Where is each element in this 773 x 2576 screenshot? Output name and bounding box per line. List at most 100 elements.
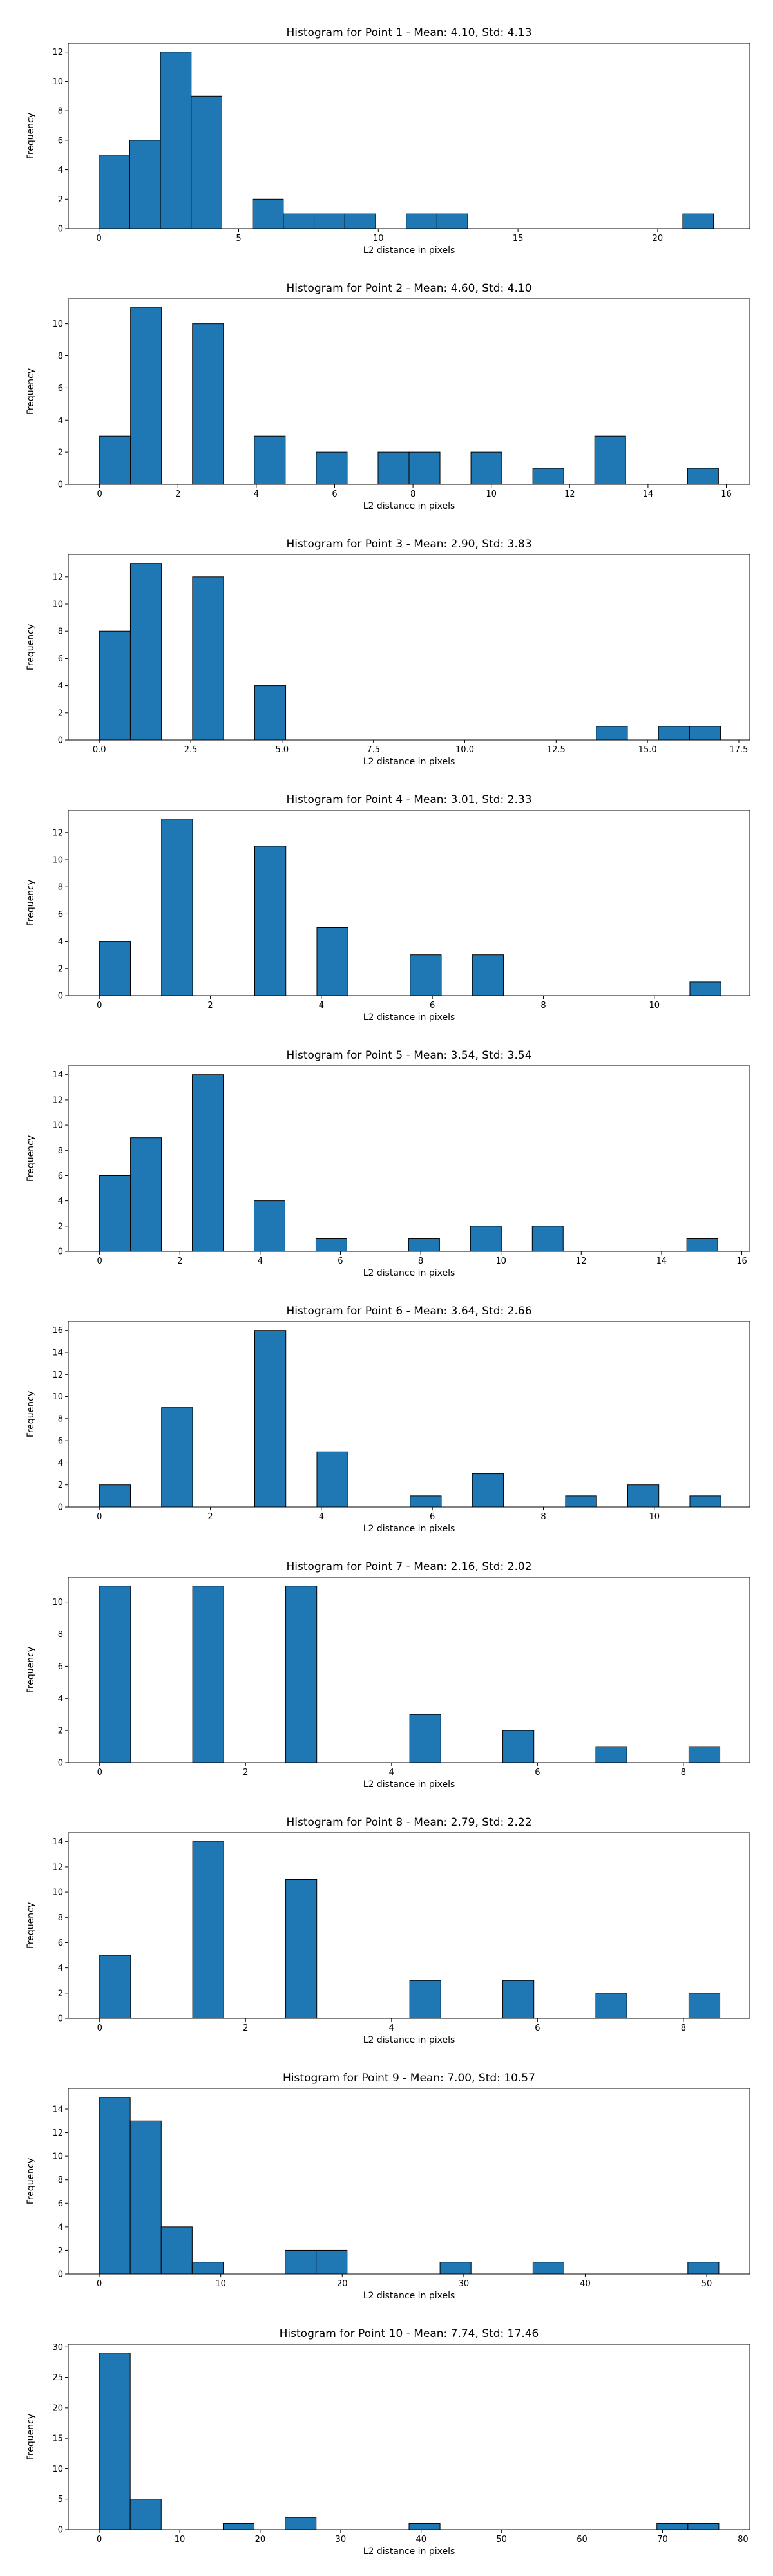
histogram-bar xyxy=(409,1714,441,1763)
histogram-6: Histogram for Point 6 - Mean: 3.64, Std:… xyxy=(26,1305,750,1534)
histogram-bar xyxy=(129,563,162,741)
x-tick-label: 0 xyxy=(97,489,102,499)
histogram-bar xyxy=(99,2353,131,2530)
y-tick-label: 16 xyxy=(52,1326,63,1336)
x-tick-label: 15 xyxy=(513,234,524,243)
y-tick-label: 2 xyxy=(58,964,63,974)
y-tick-label: 8 xyxy=(58,883,63,893)
histogram-5: Histogram for Point 5 - Mean: 3.54, Std:… xyxy=(26,1049,750,1278)
histogram-bar xyxy=(192,576,224,741)
y-tick-label: 2 xyxy=(58,708,63,718)
histogram-bar xyxy=(252,198,284,229)
histogram-bar xyxy=(627,1484,660,1508)
histogram-bar xyxy=(316,2249,348,2275)
histogram-bar xyxy=(595,1993,627,2019)
histogram-bar xyxy=(129,2120,162,2275)
x-tick-label: 10 xyxy=(175,2535,186,2544)
x-tick-label: 14 xyxy=(643,489,654,499)
y-tick-label: 2 xyxy=(58,1481,63,1490)
histogram-bar xyxy=(191,2262,224,2275)
chart-title: Histogram for Point 8 - Mean: 2.79, Std:… xyxy=(286,1816,531,1829)
x-tick-label: 2.5 xyxy=(184,745,198,755)
y-tick-label: 10 xyxy=(52,319,63,329)
chart-title: Histogram for Point 5 - Mean: 3.54, Std:… xyxy=(286,1049,531,1062)
x-tick-label: 60 xyxy=(577,2535,587,2544)
histogram-bar xyxy=(409,1980,441,2019)
y-tick-label: 6 xyxy=(58,136,63,146)
y-tick-label: 0 xyxy=(58,736,63,746)
y-tick-label: 12 xyxy=(52,48,63,57)
x-tick-label: 12 xyxy=(564,489,575,499)
x-tick-label: 0.0 xyxy=(93,745,106,755)
histogram-bar xyxy=(595,1746,627,1763)
y-tick-label: 12 xyxy=(52,573,63,582)
x-tick-label: 10 xyxy=(373,234,384,243)
x-tick-label: 10 xyxy=(486,489,497,499)
histogram-bar xyxy=(316,451,348,485)
x-tick-label: 50 xyxy=(701,2279,712,2289)
y-tick-label: 2 xyxy=(58,1727,63,1736)
y-tick-label: 14 xyxy=(52,1349,63,1358)
y-tick-label: 4 xyxy=(58,2222,63,2232)
histogram-bar xyxy=(689,1495,721,1508)
x-tick-label: 0 xyxy=(97,2023,102,2033)
y-tick-label: 12 xyxy=(52,1095,63,1105)
x-axis-label: L2 distance in pixels xyxy=(363,2546,455,2557)
histogram-bar xyxy=(192,1074,224,1252)
x-tick-label: 16 xyxy=(736,1256,747,1266)
x-tick-label: 4 xyxy=(258,1256,263,1266)
x-tick-label: 20 xyxy=(255,2535,266,2544)
x-tick-label: 0 xyxy=(97,1256,102,1266)
x-tick-label: 40 xyxy=(415,2535,426,2544)
x-tick-label: 4 xyxy=(319,1512,324,1522)
y-axis-label: Frequency xyxy=(26,1391,36,1437)
x-tick-label: 17.5 xyxy=(730,745,749,755)
x-tick-label: 14 xyxy=(656,1256,667,1266)
histogram-bar xyxy=(687,2262,720,2275)
y-tick-label: 4 xyxy=(58,1964,63,1973)
histogram-bar xyxy=(314,213,345,229)
x-tick-label: 16 xyxy=(721,489,732,499)
histogram-bar xyxy=(531,1226,564,1252)
x-tick-label: 10.0 xyxy=(455,745,474,755)
x-tick-label: 12.5 xyxy=(547,745,566,755)
x-axis-label: L2 distance in pixels xyxy=(363,501,455,511)
x-tick-label: 8 xyxy=(410,489,415,499)
histogram-bar xyxy=(656,2523,689,2530)
x-axis-label: L2 distance in pixels xyxy=(363,1524,455,1534)
y-tick-label: 0 xyxy=(58,1503,63,1513)
y-tick-label: 4 xyxy=(58,937,63,947)
histogram-bar xyxy=(130,307,162,485)
histogram-bar xyxy=(689,726,721,741)
histogram-bar xyxy=(565,1495,597,1508)
histogram-bar xyxy=(408,451,441,485)
x-tick-label: 12 xyxy=(576,1256,587,1266)
chart-title: Histogram for Point 9 - Mean: 7.00, Std:… xyxy=(283,2072,535,2085)
histogram-bar xyxy=(502,1980,535,2019)
x-tick-label: 7.5 xyxy=(367,745,380,755)
y-tick-label: 0 xyxy=(58,2014,63,2024)
axes-frame xyxy=(68,810,750,996)
y-tick-label: 2 xyxy=(58,2246,63,2256)
histogram-bar xyxy=(532,468,564,485)
y-tick-label: 10 xyxy=(52,1598,63,1607)
y-axis-label: Frequency xyxy=(26,880,36,926)
x-tick-label: 2 xyxy=(207,1001,213,1010)
y-tick-label: 6 xyxy=(58,1662,63,1672)
y-tick-label: 4 xyxy=(58,166,63,175)
histogram-bar xyxy=(687,468,719,485)
histogram-8: Histogram for Point 8 - Mean: 2.79, Std:… xyxy=(26,1816,750,2045)
histogram-bar xyxy=(130,1137,162,1252)
axes-frame xyxy=(68,554,750,741)
x-tick-label: 6 xyxy=(535,2023,540,2033)
x-tick-label: 40 xyxy=(580,2279,591,2289)
y-tick-label: 2 xyxy=(58,195,63,205)
y-tick-label: 4 xyxy=(58,1197,63,1206)
y-tick-label: 6 xyxy=(58,1938,63,1948)
histogram-bar xyxy=(160,52,192,229)
histogram-bar xyxy=(254,1330,287,1508)
x-tick-label: 0 xyxy=(97,1768,102,1777)
x-axis-label: L2 distance in pixels xyxy=(363,2291,455,2301)
x-tick-label: 8 xyxy=(540,1001,546,1010)
y-tick-label: 0 xyxy=(58,992,63,1001)
